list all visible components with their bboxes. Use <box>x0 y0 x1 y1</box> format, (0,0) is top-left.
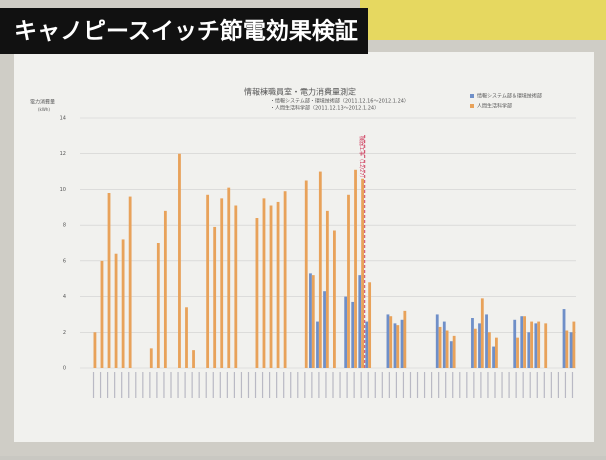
bar <box>178 154 181 368</box>
bar <box>234 206 237 369</box>
y-label: (kWh) <box>38 107 50 112</box>
y-tick-label: 12 <box>60 151 66 157</box>
bar <box>157 243 160 368</box>
bar <box>446 331 449 369</box>
bar <box>122 239 125 368</box>
subtitle: ・人間生活科学部（2011.12.13〜2012.1.24） <box>270 105 379 112</box>
bar <box>453 336 456 368</box>
bar <box>361 179 364 368</box>
bar <box>565 331 568 369</box>
y-tick-label: 10 <box>60 187 66 193</box>
bar <box>513 320 516 368</box>
bar <box>227 188 230 368</box>
annotation: 機器工事（12/27） <box>358 136 365 180</box>
bar <box>354 170 357 368</box>
bar <box>323 291 326 368</box>
bar <box>563 309 566 368</box>
bar <box>319 172 322 368</box>
bar <box>333 231 336 369</box>
bar <box>305 181 308 369</box>
bar <box>570 332 573 368</box>
bar <box>485 314 488 368</box>
bar <box>471 318 474 368</box>
bar <box>150 348 153 368</box>
bar <box>516 338 519 368</box>
bar <box>365 322 368 368</box>
bar <box>347 195 350 368</box>
y-label: 電力消費量 <box>30 99 55 106</box>
photo: キャノピースイッチ節電効果検証 情報棟職員室・電力消費量測定 ・情報システム部・… <box>0 0 606 456</box>
bar <box>309 273 312 368</box>
bar <box>101 261 104 368</box>
bar <box>481 298 484 368</box>
yellow-note <box>360 0 606 40</box>
bar <box>115 254 118 368</box>
bar <box>389 316 392 368</box>
legend-swatch <box>470 104 474 108</box>
bar <box>544 323 547 368</box>
bar <box>263 198 266 368</box>
bar <box>94 332 97 368</box>
bar <box>220 198 223 368</box>
subtitle: ・情報システム部・環境技術部（2011.12.16〜2012.1.24） <box>270 98 409 105</box>
bar <box>401 320 404 368</box>
y-tick-label: 14 <box>60 116 66 122</box>
bar <box>192 350 195 368</box>
bar <box>396 325 399 368</box>
bar <box>436 314 439 368</box>
bar <box>277 202 280 368</box>
legend-label: 情報システム部＆環境技術部 <box>477 93 542 100</box>
bar <box>394 323 397 368</box>
bar <box>495 338 498 368</box>
bar <box>530 322 533 368</box>
bar <box>312 275 315 368</box>
bar <box>537 322 540 368</box>
y-tick-label: 6 <box>63 258 66 264</box>
chart-title: 情報棟職員室・電力消費量測定 <box>244 87 356 97</box>
bar <box>520 316 523 368</box>
bar <box>403 311 406 368</box>
bar <box>256 218 259 368</box>
bar <box>270 206 273 369</box>
banner-text: キャノピースイッチ節電効果検証 <box>14 18 358 45</box>
bar <box>351 302 354 368</box>
bar <box>492 347 495 368</box>
bar <box>164 211 167 368</box>
bar <box>443 322 446 368</box>
bar <box>450 341 453 368</box>
bar <box>213 227 216 368</box>
bar <box>474 329 477 368</box>
y-tick-label: 0 <box>63 366 66 372</box>
page: キャノピースイッチ節電効果検証 情報棟職員室・電力消費量測定 ・情報システム部・… <box>0 0 606 456</box>
legend-swatch <box>470 94 474 98</box>
bar <box>129 197 132 368</box>
bar <box>358 275 361 368</box>
y-tick-label: 8 <box>63 223 66 229</box>
bar <box>185 307 188 368</box>
bar <box>488 332 491 368</box>
bar <box>284 191 287 368</box>
bar <box>439 327 442 368</box>
bar <box>527 332 530 368</box>
y-tick-label: 4 <box>63 294 66 300</box>
bar <box>368 282 371 368</box>
bar <box>108 193 111 368</box>
bar <box>523 316 526 368</box>
bar <box>316 322 319 368</box>
legend-label: 人間生活科学部 <box>477 103 512 110</box>
bar <box>387 314 390 368</box>
bar <box>344 297 347 368</box>
bar <box>206 195 209 368</box>
bar <box>326 211 329 368</box>
y-tick-label: 2 <box>63 330 66 336</box>
bar <box>534 323 537 368</box>
bar <box>572 322 575 368</box>
bar <box>478 323 481 368</box>
